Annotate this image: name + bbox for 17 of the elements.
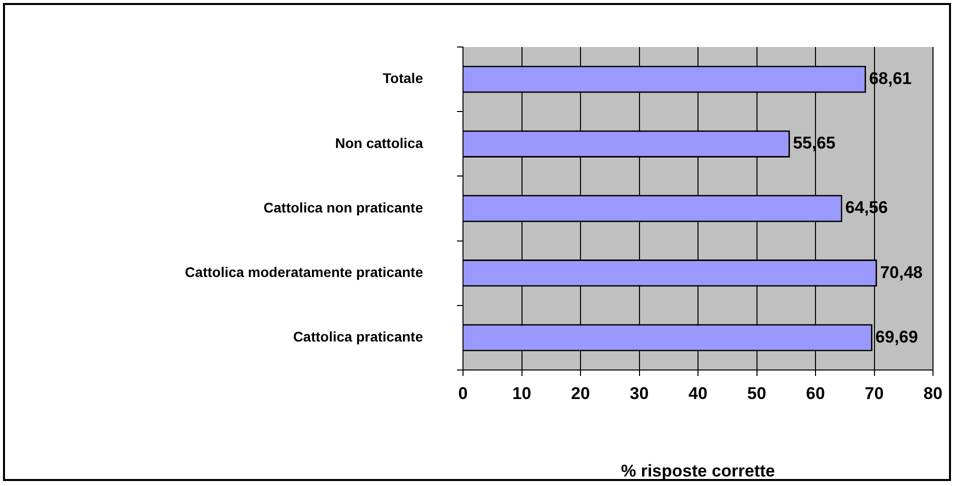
x-tick-label: 30 [630,384,649,403]
y-tick-label: Cattolica moderatamente praticante [184,264,424,280]
x-tick-label: 40 [688,384,708,403]
data-label: 70,48 [880,262,923,282]
y-tick-label: Cattolica non praticante [264,199,424,216]
y-tick-label: Cattolica praticante [293,328,424,345]
y-tick-label: Non cattolica [335,134,424,151]
x-tick-label: 80 [924,384,942,403]
x-tick-label: 20 [571,384,590,403]
x-tick-label: 70 [864,384,884,403]
x-tick-label: 50 [747,384,766,403]
x-axis-title: % risposte corrette [621,461,775,480]
x-tick-label: 0 [458,384,468,403]
x-tick-label: 10 [512,384,532,403]
y-tick-label: Totale [382,70,424,86]
data-label: 69,69 [875,327,918,346]
x-tick-label: 60 [806,384,825,403]
